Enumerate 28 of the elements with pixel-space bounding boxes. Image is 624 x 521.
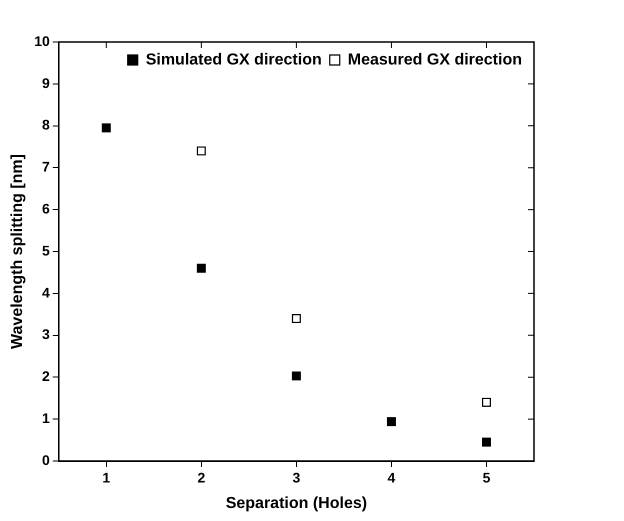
point <box>482 438 491 447</box>
x-axis-title: Separation (Holes) <box>226 494 368 512</box>
x-tick-label: 3 <box>292 469 300 486</box>
point <box>196 264 206 273</box>
legend-label: Simulated GX direction <box>146 51 322 68</box>
y-tick-label: 0 <box>42 452 50 468</box>
x-tick-label: 4 <box>388 469 396 486</box>
point <box>102 123 111 132</box>
point <box>292 314 301 324</box>
legend-label: Measured GX direction <box>348 51 522 68</box>
y-tick-label: 8 <box>42 116 50 133</box>
y-tick-label: 10 <box>34 32 50 49</box>
y-tick-label: 7 <box>42 158 50 175</box>
x-tick-label: 5 <box>482 469 491 486</box>
y-tick-label: 5 <box>42 242 50 258</box>
y-tick-label: 3 <box>42 326 50 342</box>
point <box>292 371 301 380</box>
y-tick-label: 4 <box>42 284 50 300</box>
y-tick-label: 9 <box>42 74 50 91</box>
point <box>196 146 206 156</box>
x-tick-label: 2 <box>197 469 206 486</box>
x-tick-label: 1 <box>102 469 110 486</box>
y-tick-label: 2 <box>42 368 50 384</box>
y-tick-label: 1 <box>42 410 50 426</box>
y-axis-title: Wavelength splitting [nm] <box>9 154 26 349</box>
point <box>386 417 396 426</box>
point <box>482 398 491 407</box>
y-tick-label: 6 <box>42 200 50 216</box>
